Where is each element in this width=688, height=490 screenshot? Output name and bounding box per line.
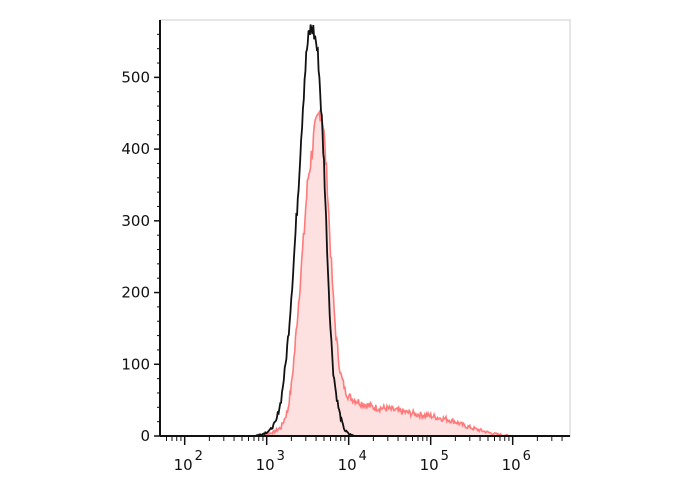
x-tick-label-exp: 5 [441, 449, 449, 464]
series-0-line [253, 109, 538, 437]
y-tick-label: 500 [121, 68, 150, 86]
x-tick-label-base: 10 [502, 456, 521, 474]
x-tick-label-base: 10 [420, 456, 439, 474]
x-tick-label-base: 10 [256, 456, 275, 474]
x-tick-label-exp: 3 [277, 449, 285, 464]
x-tick-label-exp: 6 [523, 449, 531, 464]
y-tick-label: 100 [121, 355, 150, 373]
series-1-line [254, 24, 361, 437]
series-layer [253, 24, 538, 437]
series-0-area [254, 111, 538, 437]
y-tick-label: 300 [121, 212, 150, 230]
x-tick-label-exp: 4 [359, 449, 367, 464]
y-tick-label: 200 [121, 284, 150, 302]
x-tick-label-exp: 2 [195, 449, 203, 464]
x-tick-label-base: 10 [174, 456, 193, 474]
y-tick-label: 0 [140, 427, 150, 445]
plot-frame [159, 19, 571, 437]
y-tick-label: 400 [121, 140, 150, 158]
x-tick-label-base: 10 [338, 456, 357, 474]
